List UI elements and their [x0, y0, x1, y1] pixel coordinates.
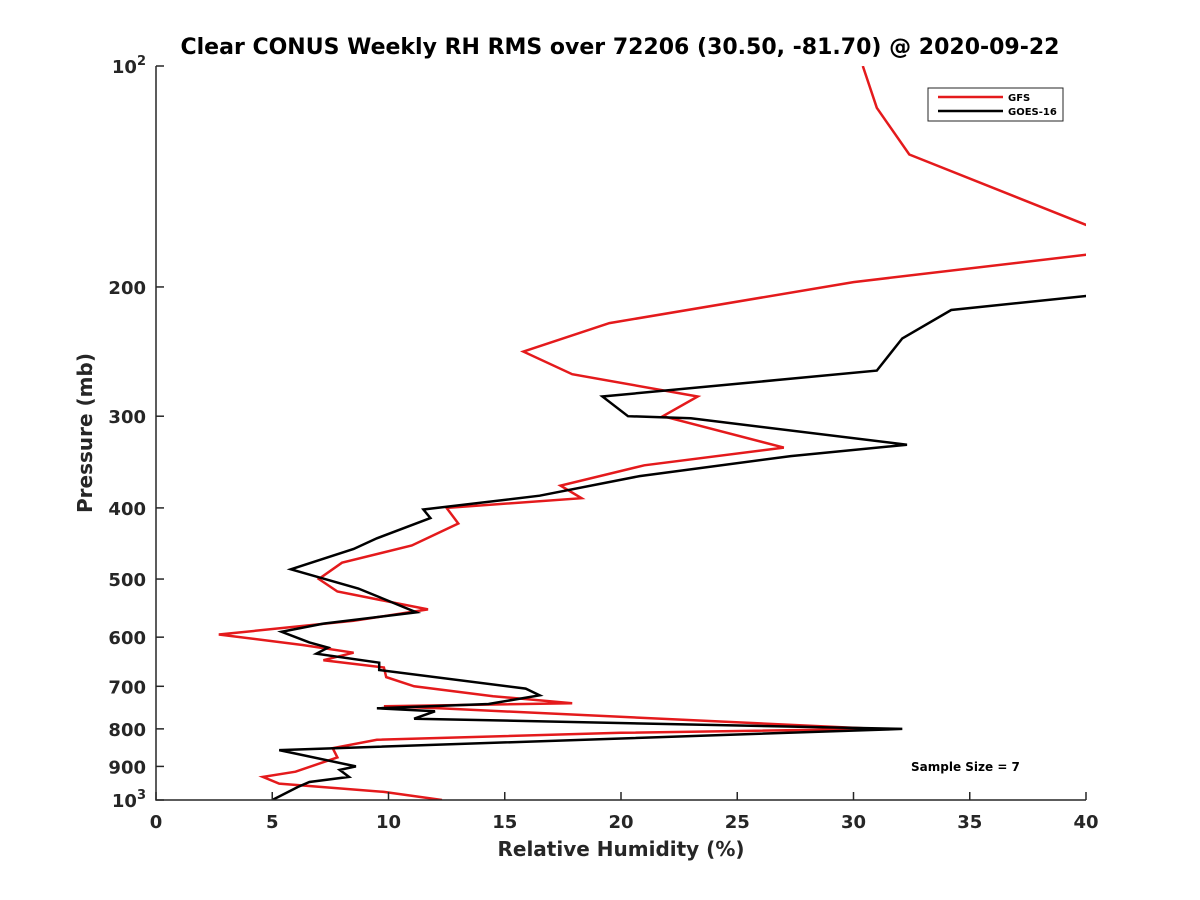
- x-tick-label: 0: [150, 812, 163, 833]
- series-line-goes16: [271, 294, 1086, 800]
- y-tick-label: 200: [108, 278, 146, 299]
- x-axis-label: Relative Humidity (%): [497, 837, 744, 861]
- y-tick-label: 400: [108, 499, 146, 520]
- x-tick-label: 30: [841, 812, 866, 833]
- legend[interactable]: GFS GOES-16: [927, 87, 1064, 122]
- x-tick-label: 15: [492, 812, 517, 833]
- plot-area: 0 5 10 15 20 25 30 35 40 102 200 300 400 500 600 700 80…: [108, 54, 1098, 833]
- legend-box: [927, 87, 1064, 122]
- x-tick-label: 25: [725, 812, 750, 833]
- y-tick-label: 102: [112, 54, 146, 78]
- x-axis-ticks: 0 5 10 15 20 25 30 35 40: [150, 792, 1099, 833]
- x-tick-label: 5: [266, 812, 279, 833]
- series-line-gfs: [218, 66, 1086, 800]
- y-axis-ticks: 102 200 300 400 500 600 700 800 900 103: [108, 54, 164, 812]
- y-tick-label: 700: [108, 677, 146, 698]
- x-tick-label: 35: [957, 812, 982, 833]
- y-tick-label: 103: [112, 788, 146, 812]
- x-tick-label: 40: [1073, 812, 1098, 833]
- y-tick-label: 900: [108, 757, 146, 778]
- y-tick-label: 600: [108, 628, 146, 649]
- x-tick-label: 10: [376, 812, 401, 833]
- sample-size-annotation: Sample Size = 7: [911, 760, 1020, 774]
- x-tick-label: 20: [608, 812, 633, 833]
- legend-label-goes16: GOES-16: [1008, 107, 1057, 118]
- legend-label-gfs: GFS: [1008, 93, 1030, 104]
- y-tick-label: 300: [108, 407, 146, 428]
- series-layer: [218, 66, 1086, 800]
- y-axis-label: Pressure (mb): [73, 353, 97, 513]
- y-tick-label: 800: [108, 720, 146, 741]
- chart-title: Clear CONUS Weekly RH RMS over 72206 (30…: [181, 35, 1060, 60]
- y-tick-label: 500: [108, 570, 146, 591]
